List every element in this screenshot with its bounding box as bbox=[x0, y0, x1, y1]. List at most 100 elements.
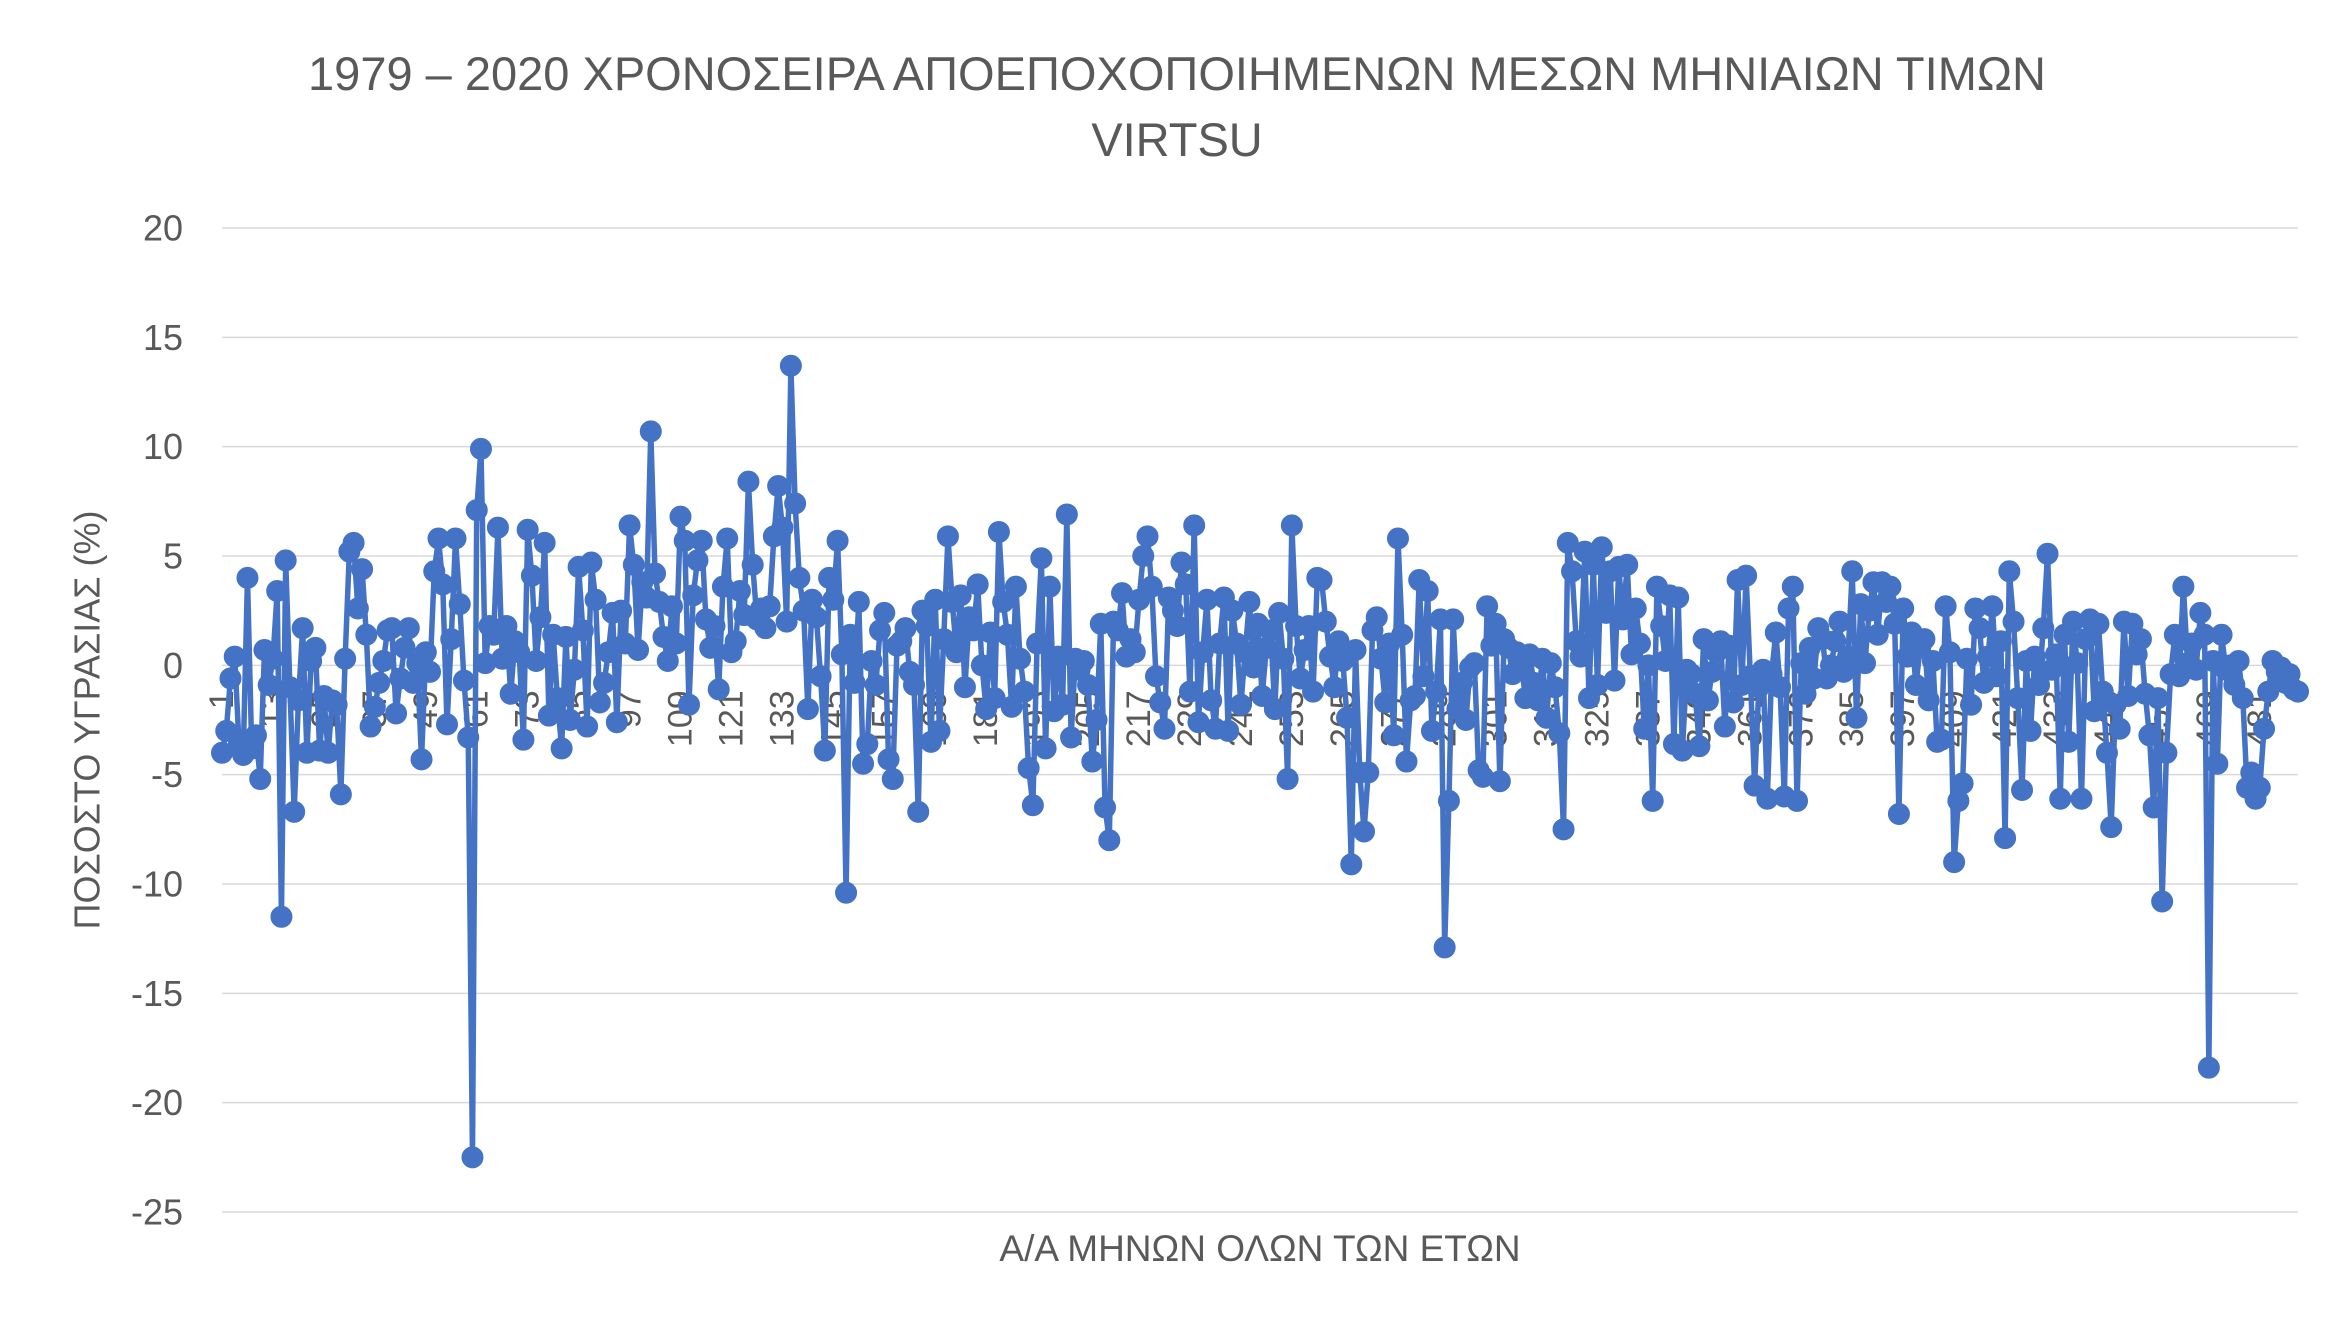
data-point bbox=[1416, 579, 1439, 602]
data-point bbox=[1930, 728, 1953, 751]
data-point bbox=[992, 590, 1015, 613]
data-point bbox=[486, 516, 509, 539]
data-point bbox=[2028, 674, 2051, 697]
data-point bbox=[274, 549, 297, 572]
data-point bbox=[677, 693, 700, 716]
data-point bbox=[805, 606, 828, 629]
data-point bbox=[1985, 665, 2008, 688]
data-point bbox=[1395, 750, 1418, 773]
data-point bbox=[1098, 829, 1121, 852]
data-point bbox=[537, 704, 560, 727]
data-point bbox=[1034, 737, 1057, 760]
data-point bbox=[847, 590, 870, 613]
data-point bbox=[1641, 789, 1664, 812]
data-point bbox=[1989, 630, 2012, 653]
data-point bbox=[1904, 674, 1927, 697]
data-point bbox=[1217, 719, 1240, 742]
data-point bbox=[588, 691, 611, 714]
y-tick-label: 0 bbox=[163, 645, 183, 686]
data-point bbox=[835, 881, 858, 904]
data-point bbox=[2129, 628, 2152, 651]
data-point bbox=[499, 682, 522, 705]
data-point bbox=[690, 529, 713, 552]
data-point bbox=[1764, 621, 1787, 644]
data-point bbox=[2057, 730, 2080, 753]
y-tick-label: -15 bbox=[131, 973, 183, 1014]
data-point bbox=[452, 669, 475, 692]
data-point bbox=[469, 437, 492, 460]
data-point bbox=[270, 905, 293, 928]
data-point bbox=[644, 562, 667, 585]
data-point bbox=[329, 783, 352, 806]
data-point bbox=[784, 492, 807, 515]
data-point bbox=[2189, 601, 2212, 624]
data-point bbox=[1085, 709, 1108, 731]
data-point bbox=[1913, 628, 1936, 651]
data-point bbox=[945, 641, 968, 664]
data-point bbox=[431, 573, 454, 596]
data-point bbox=[1569, 645, 1592, 668]
data-point bbox=[1026, 632, 1049, 655]
data-point bbox=[1344, 639, 1367, 662]
data-point bbox=[368, 671, 391, 694]
data-point bbox=[346, 597, 369, 620]
data-point bbox=[856, 733, 879, 756]
data-point bbox=[550, 737, 573, 760]
data-point bbox=[436, 713, 459, 736]
data-point bbox=[1004, 575, 1027, 598]
data-point bbox=[1735, 564, 1758, 587]
data-point bbox=[249, 768, 272, 791]
data-point bbox=[1060, 726, 1083, 749]
series-group bbox=[211, 354, 2309, 1169]
data-point bbox=[1628, 632, 1651, 655]
data-point bbox=[236, 566, 259, 589]
data-point bbox=[1314, 610, 1337, 633]
data-point bbox=[864, 674, 887, 697]
data-point bbox=[1293, 639, 1316, 662]
data-point bbox=[1200, 689, 1223, 712]
data-point bbox=[397, 617, 420, 640]
data-point bbox=[525, 649, 548, 672]
y-tick-label: -5 bbox=[151, 754, 183, 795]
data-point bbox=[363, 695, 386, 718]
data-point bbox=[826, 529, 849, 552]
data-point bbox=[1633, 717, 1656, 740]
data-point bbox=[2019, 719, 2042, 742]
data-point bbox=[1688, 735, 1711, 758]
data-point bbox=[2227, 649, 2250, 672]
data-point bbox=[283, 800, 306, 823]
data-point bbox=[1437, 789, 1460, 812]
data-point bbox=[809, 665, 832, 688]
data-point bbox=[813, 739, 836, 762]
data-point bbox=[1178, 680, 1201, 703]
data-point bbox=[546, 687, 569, 710]
data-point bbox=[512, 728, 535, 751]
data-point bbox=[758, 595, 781, 618]
data-point bbox=[1887, 803, 1910, 826]
data-point bbox=[1017, 757, 1040, 780]
data-point bbox=[818, 566, 841, 589]
data-point bbox=[1544, 676, 1567, 699]
data-point bbox=[1777, 597, 1800, 620]
data-point bbox=[2253, 717, 2276, 740]
data-point bbox=[576, 715, 599, 738]
data-point bbox=[1994, 827, 2017, 850]
data-point bbox=[953, 676, 976, 699]
data-point bbox=[351, 558, 374, 581]
y-tick-label: 10 bbox=[143, 426, 183, 467]
data-point bbox=[1548, 722, 1571, 745]
data-point bbox=[775, 610, 798, 633]
data-point bbox=[2023, 645, 2046, 668]
data-point bbox=[1951, 772, 1974, 795]
data-point bbox=[852, 752, 875, 775]
data-point bbox=[1722, 691, 1745, 714]
data-point bbox=[520, 564, 543, 587]
data-point bbox=[2066, 652, 2089, 675]
data-point bbox=[461, 1146, 484, 1169]
data-point bbox=[822, 588, 845, 611]
data-point bbox=[860, 649, 883, 672]
data-point bbox=[2002, 610, 2025, 633]
data-point bbox=[1917, 689, 1940, 712]
data-point bbox=[1272, 647, 1295, 670]
data-point bbox=[1055, 503, 1078, 526]
